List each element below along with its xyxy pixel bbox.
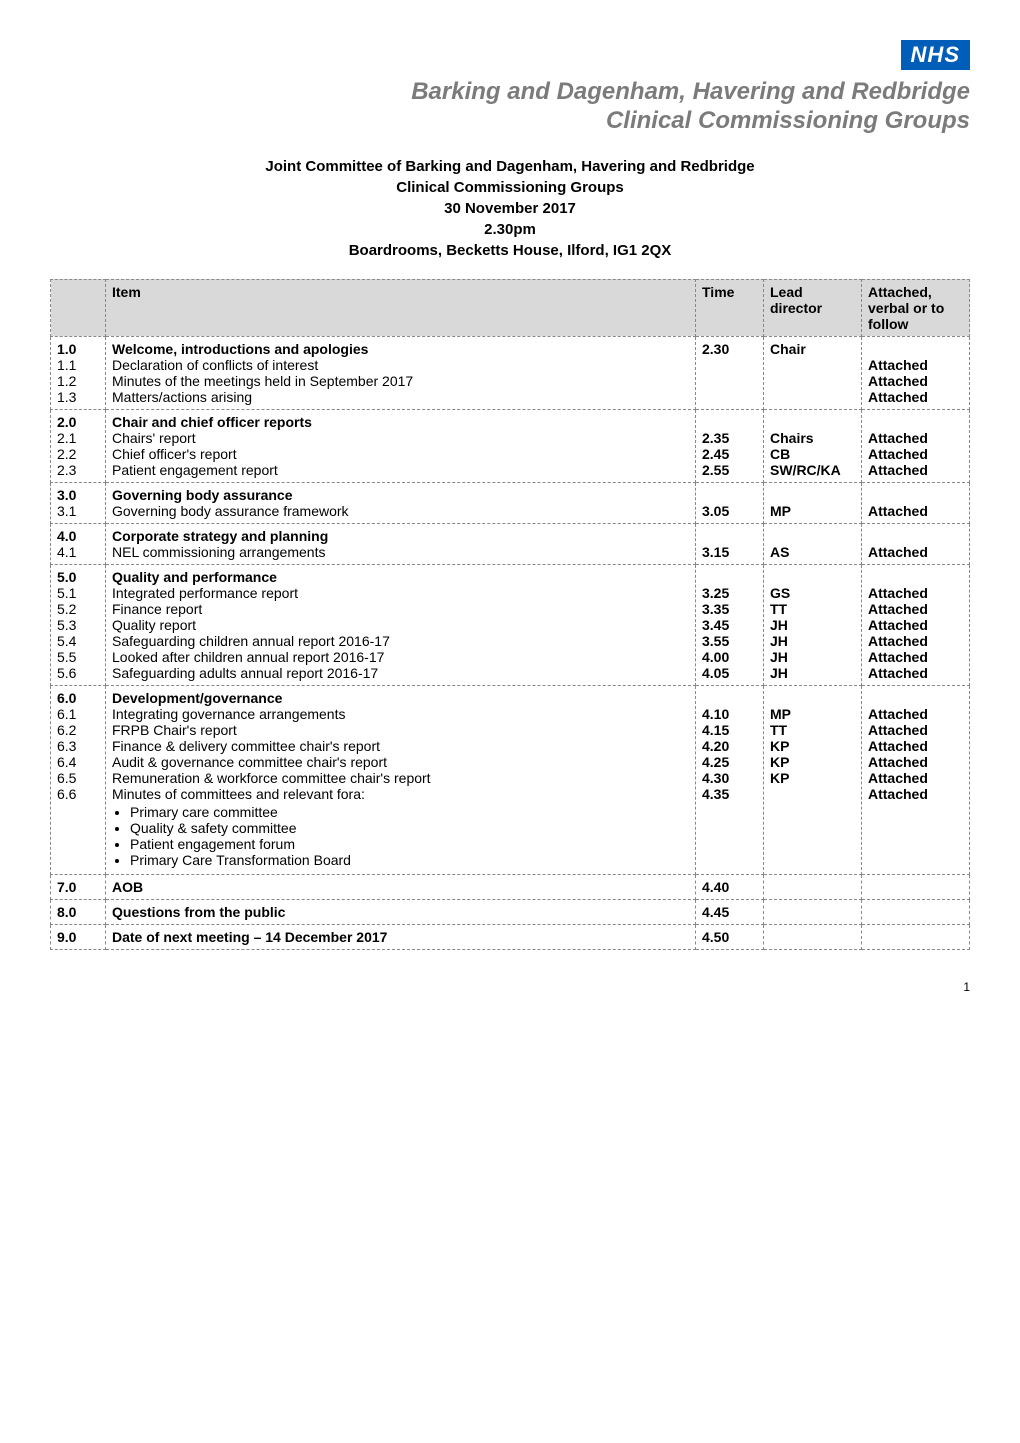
row-item: Questions from the public <box>106 899 696 924</box>
organisation-name: Barking and Dagenham, Havering and Redbr… <box>50 78 970 136</box>
header-logo-area: NHS <box>50 40 970 70</box>
title-line-2: 30 November 2017 <box>444 200 576 217</box>
bullet-item: Primary Care Transformation Board <box>130 852 689 868</box>
agenda-section: 6.06.16.26.36.46.56.6Development/governa… <box>51 685 970 874</box>
section-numbers: 2.02.12.22.3 <box>51 409 106 482</box>
org-name-line1: Barking and Dagenham, Havering and Redbr… <box>411 78 970 105</box>
section-leads: MPTTKPKPKP <box>764 685 862 874</box>
row-time: 4.45 <box>696 899 764 924</box>
agenda-section: 2.02.12.22.3Chair and chief officer repo… <box>51 409 970 482</box>
agenda-section: 3.03.1Governing body assuranceGoverning … <box>51 482 970 523</box>
section-leads: Chair <box>764 336 862 409</box>
title-line-3: 2.30pm <box>484 221 536 238</box>
row-lead <box>764 874 862 899</box>
section-items: Chair and chief officer reportsChairs' r… <box>106 409 696 482</box>
title-line-1: Clinical Commissioning Groups <box>396 179 624 196</box>
section-leads: AS <box>764 523 862 564</box>
section-times: 2.352.452.55 <box>696 409 764 482</box>
section-attached: AttachedAttachedAttachedAttachedAttached… <box>862 685 970 874</box>
section-items: Governing body assuranceGoverning body a… <box>106 482 696 523</box>
section-times: 2.30 <box>696 336 764 409</box>
section-numbers: 5.05.15.25.35.45.55.6 <box>51 564 106 685</box>
row-lead <box>764 899 862 924</box>
agenda-section: 5.05.15.25.35.45.55.6Quality and perform… <box>51 564 970 685</box>
section-leads: MP <box>764 482 862 523</box>
bullet-item: Patient engagement forum <box>130 836 689 852</box>
section-times: 3.05 <box>696 482 764 523</box>
section-attached: AttachedAttachedAttached <box>862 336 970 409</box>
header-item: Item <box>106 279 696 336</box>
title-line-4: Boardrooms, Becketts House, Ilford, IG1 … <box>349 242 672 259</box>
section-leads: ChairsCBSW/RC/KA <box>764 409 862 482</box>
row-attached <box>862 924 970 949</box>
section-items: Development/governanceIntegrating govern… <box>106 685 696 874</box>
header-lead: Lead director <box>764 279 862 336</box>
row-lead <box>764 924 862 949</box>
title-line-0: Joint Committee of Barking and Dagenham,… <box>265 158 754 175</box>
row-item: AOB <box>106 874 696 899</box>
agenda-final-row: 7.0AOB4.40 <box>51 874 970 899</box>
row-num: 7.0 <box>51 874 106 899</box>
row-num: 8.0 <box>51 899 106 924</box>
section-numbers: 3.03.1 <box>51 482 106 523</box>
page-number: 1 <box>50 980 970 994</box>
agenda-section: 1.01.11.21.3Welcome, introductions and a… <box>51 336 970 409</box>
row-num: 9.0 <box>51 924 106 949</box>
nhs-logo: NHS <box>901 40 970 70</box>
section-attached: Attached <box>862 523 970 564</box>
org-name-line2: Clinical Commissioning Groups <box>606 107 970 134</box>
bullet-item: Primary care committee <box>130 804 689 820</box>
section-attached: AttachedAttachedAttached <box>862 409 970 482</box>
header-blank <box>51 279 106 336</box>
section-attached: Attached <box>862 482 970 523</box>
section-numbers: 6.06.16.26.36.46.56.6 <box>51 685 106 874</box>
section-items: Corporate strategy and planningNEL commi… <box>106 523 696 564</box>
row-time: 4.50 <box>696 924 764 949</box>
agenda-final-row: 8.0Questions from the public4.45 <box>51 899 970 924</box>
section-items: Quality and performanceIntegrated perfor… <box>106 564 696 685</box>
agenda-final-row: 9.0Date of next meeting – 14 December 20… <box>51 924 970 949</box>
agenda-section: 4.04.1Corporate strategy and planningNEL… <box>51 523 970 564</box>
section-attached: AttachedAttachedAttachedAttachedAttached… <box>862 564 970 685</box>
section-times: 3.15 <box>696 523 764 564</box>
section-leads: GSTTJHJHJHJH <box>764 564 862 685</box>
document-title: Joint Committee of Barking and Dagenham,… <box>50 156 970 261</box>
header-time: Time <box>696 279 764 336</box>
header-attached: Attached, verbal or to follow <box>862 279 970 336</box>
section-times: 3.253.353.453.554.004.05 <box>696 564 764 685</box>
row-item: Date of next meeting – 14 December 2017 <box>106 924 696 949</box>
row-attached <box>862 899 970 924</box>
agenda-table: Item Time Lead director Attached, verbal… <box>50 279 970 950</box>
section-items: Welcome, introductions and apologiesDecl… <box>106 336 696 409</box>
row-time: 4.40 <box>696 874 764 899</box>
bullet-item: Quality & safety committee <box>130 820 689 836</box>
section-numbers: 1.01.11.21.3 <box>51 336 106 409</box>
section-numbers: 4.04.1 <box>51 523 106 564</box>
header-row: Item Time Lead director Attached, verbal… <box>51 279 970 336</box>
row-attached <box>862 874 970 899</box>
section-times: 4.104.154.204.254.304.35 <box>696 685 764 874</box>
